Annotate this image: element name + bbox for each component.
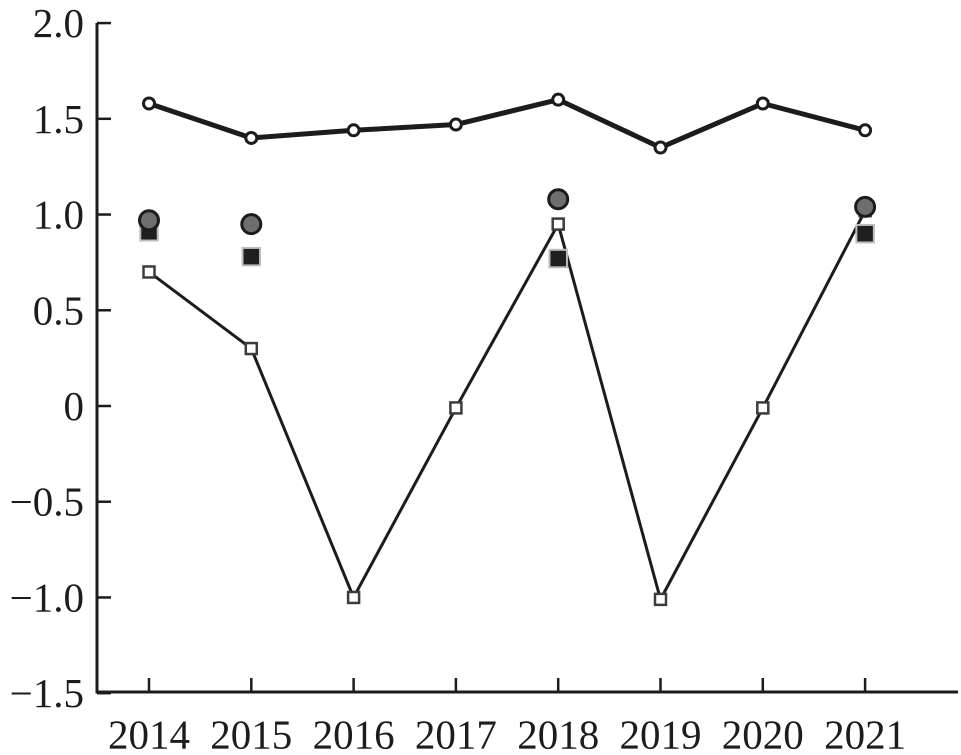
x-tick-label: 2018 bbox=[517, 712, 599, 755]
open-circle-line-marker bbox=[653, 140, 668, 155]
y-tick-label: 0 bbox=[64, 383, 85, 429]
black-filled-square-points-marker bbox=[241, 246, 262, 267]
gray-filled-circle-points-marker bbox=[138, 209, 160, 232]
gray-filled-circle-points-marker bbox=[240, 213, 263, 236]
open-circle-line-marker bbox=[448, 117, 463, 132]
open-circle-line-line bbox=[148, 97, 866, 151]
y-tick-label: 1.0 bbox=[33, 192, 84, 238]
open-square-line-line bbox=[148, 210, 867, 601]
gray-filled-circle-points-marker bbox=[547, 188, 570, 211]
y-tick-label: −1.0 bbox=[10, 574, 84, 620]
x-tick-label: 2014 bbox=[108, 712, 190, 755]
open-square-line-marker bbox=[244, 341, 259, 356]
open-square-line-marker bbox=[346, 590, 361, 605]
gray-filled-circle-points-marker bbox=[854, 195, 877, 218]
y-tick-label: 0.5 bbox=[33, 287, 84, 333]
x-tick-label: 2019 bbox=[620, 712, 702, 755]
open-circle-line-marker bbox=[755, 96, 770, 111]
open-square-line-marker bbox=[551, 217, 565, 231]
y-tick-label: 1.5 bbox=[33, 96, 84, 142]
open-square-line-marker bbox=[756, 401, 770, 415]
black-filled-square-points-marker bbox=[855, 223, 875, 244]
open-circle-line-marker bbox=[551, 92, 566, 107]
y-tick-label: −1.5 bbox=[10, 670, 84, 716]
x-tick-label: 2017 bbox=[415, 712, 497, 755]
y-tick-label: −0.5 bbox=[10, 479, 84, 525]
open-circle-line-marker bbox=[244, 130, 259, 145]
black-filled-square-points-marker bbox=[548, 248, 568, 269]
open-circle-line-marker bbox=[346, 123, 361, 138]
open-square-line-marker bbox=[653, 592, 668, 607]
open-circle-line-marker bbox=[858, 123, 873, 138]
open-square-line-marker bbox=[142, 265, 156, 279]
x-tick-label: 2016 bbox=[313, 712, 395, 755]
open-circle-line-marker bbox=[142, 96, 156, 111]
x-tick-label: 2015 bbox=[210, 712, 292, 755]
x-tick-label: 2020 bbox=[722, 712, 804, 755]
y-tick-label: 2.0 bbox=[33, 0, 84, 46]
x-tick-label: 2021 bbox=[824, 712, 906, 755]
open-square-line-marker bbox=[449, 401, 463, 415]
